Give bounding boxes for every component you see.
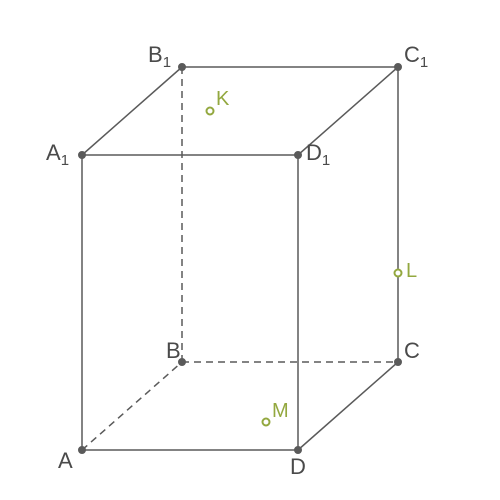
label-M: M (272, 400, 289, 423)
label-A1: A1 (46, 140, 69, 166)
label-K: K (216, 88, 229, 111)
label-B: B (166, 338, 181, 364)
prism-diagram (0, 0, 500, 500)
label-D1: D1 (306, 140, 330, 166)
label-C1: C1 (404, 42, 428, 68)
label-D: D (290, 454, 306, 480)
label-B1: B1 (148, 42, 171, 68)
label-L: L (406, 260, 417, 283)
label-A: A (58, 448, 73, 474)
label-C: C (404, 338, 420, 364)
